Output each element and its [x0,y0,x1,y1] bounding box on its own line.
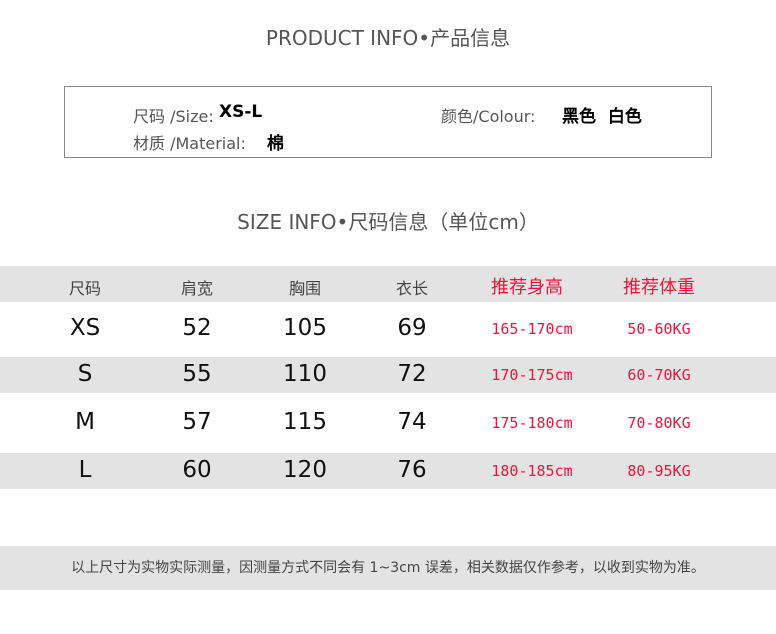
cell-height: 165-170cm [491,320,573,338]
cell-length: 72 [397,361,427,387]
cell-size: S [77,361,93,387]
cell-chest: 105 [283,315,327,341]
table-row: M 57 115 74 175-180cm 70-80KG [0,405,776,441]
cell-chest: 120 [283,457,327,483]
header-height: 推荐身高 [491,277,563,298]
colour-value: 黑色 白色 [562,107,642,127]
cell-weight: 70-80KG [627,414,691,432]
header-shoulder: 肩宽 [180,279,214,298]
cell-weight: 50-60KG [627,320,691,338]
colour-label: 颜色/Colour: [441,107,536,126]
product-info-box: 尺码 /Size: XS-L 颜色/Colour: 黑色 白色 材质 /Mate… [64,86,712,158]
size-value: XS-L [219,102,263,122]
cell-height: 180-185cm [491,462,573,480]
header-weight: 推荐体重 [623,277,695,298]
cell-size: M [75,409,95,435]
cell-weight: 80-95KG [627,462,691,480]
table-row: S 55 110 72 170-175cm 60-70KG [0,357,776,393]
cell-shoulder: 57 [182,409,212,435]
cell-length: 74 [397,409,427,435]
cell-chest: 110 [283,361,327,387]
cell-shoulder: 60 [182,457,212,483]
cell-chest: 115 [283,409,327,435]
cell-shoulder: 52 [182,315,212,341]
header-size: 尺码 [68,279,102,298]
material-value: 棉 [267,134,284,154]
cell-size: L [78,457,92,483]
cell-length: 69 [397,315,427,341]
size-info-title: SIZE INFO•尺码信息（单位cm） [237,210,539,234]
cell-weight: 60-70KG [627,366,691,384]
table-row: L 60 120 76 180-185cm 80-95KG [0,453,776,489]
cell-length: 76 [397,457,427,483]
header-chest: 胸围 [288,279,322,298]
product-info-title: PRODUCT INFO•产品信息 [265,26,511,50]
table-header: 尺码 肩宽 胸围 衣长 推荐身高 推荐体重 [0,266,776,302]
size-label: 尺码 /Size: [133,107,214,126]
cell-height: 170-175cm [491,366,573,384]
cell-height: 175-180cm [491,414,573,432]
footer-note: 以上尺寸为实物实际测量，因测量方式不同会有 1~3cm 误差，相关数据仅作参考，… [0,546,776,590]
header-length: 衣长 [395,279,429,298]
cell-shoulder: 55 [182,361,212,387]
material-label: 材质 /Material: [133,134,246,153]
cell-size: XS [69,315,101,341]
table-row: XS 52 105 69 165-170cm 50-60KG [0,311,776,347]
